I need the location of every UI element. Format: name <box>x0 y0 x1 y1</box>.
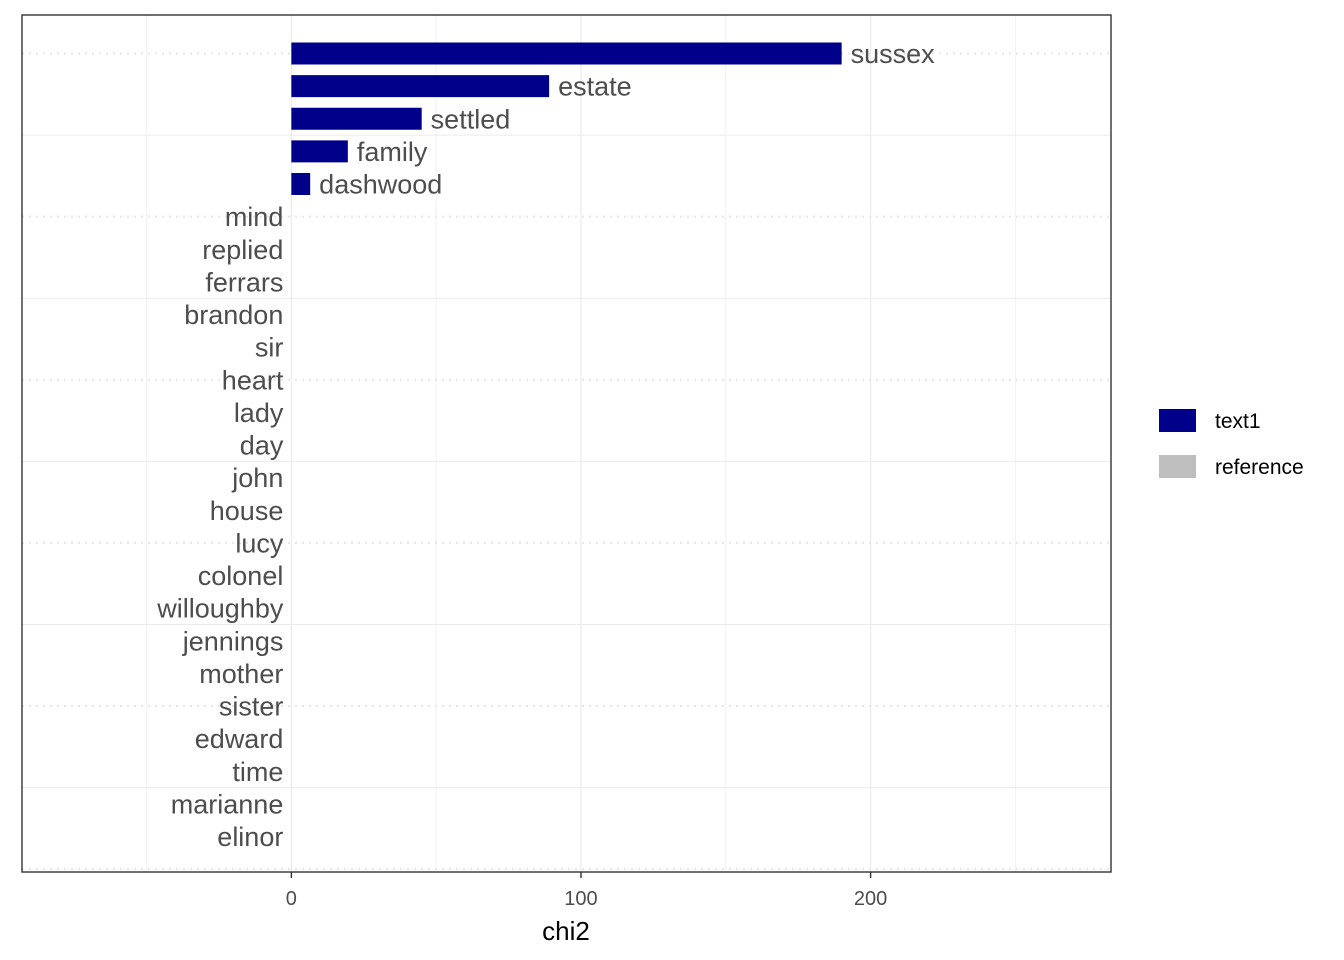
grid <box>22 15 1111 872</box>
bars <box>291 42 842 195</box>
legend: text1 reference <box>1159 409 1304 479</box>
legend-key-reference <box>1159 455 1196 478</box>
word-label-family: family <box>357 137 428 167</box>
word-label-replied: replied <box>202 235 283 265</box>
word-label-elinor: elinor <box>217 822 283 852</box>
word-label-ferrars: ferrars <box>205 267 283 297</box>
word-label-estate: estate <box>558 72 632 102</box>
word-label-lady: lady <box>234 398 284 428</box>
word-label-marianne: marianne <box>171 789 284 819</box>
word-label-mind: mind <box>225 202 284 232</box>
word-label-dashwood: dashwood <box>319 170 442 200</box>
bar-sussex <box>291 42 842 65</box>
plot-border <box>21 14 1112 873</box>
word-label-heart: heart <box>222 365 284 395</box>
legend-key-text1 <box>1159 409 1196 432</box>
x-axis-title: chi2 <box>542 916 590 946</box>
word-label-john: john <box>231 463 283 493</box>
x-axis: 0 100 200 <box>286 872 887 910</box>
word-label-sister: sister <box>219 692 284 722</box>
word-label-brandon: brandon <box>184 300 283 330</box>
word-label-willoughby: willoughby <box>156 594 284 624</box>
word-label-colonel: colonel <box>198 561 284 591</box>
word-label-jennings: jennings <box>182 626 284 656</box>
word-label-settled: settled <box>431 104 511 134</box>
x-tick-label: 200 <box>854 888 887 910</box>
bar-family <box>291 140 348 163</box>
legend-label-text1: text1 <box>1215 410 1261 433</box>
bar-dashwood <box>291 173 311 195</box>
x-tick-label: 0 <box>286 888 297 910</box>
word-label-sussex: sussex <box>851 39 936 69</box>
word-label-edward: edward <box>195 724 284 754</box>
word-label-time: time <box>232 757 283 787</box>
bar-estate <box>291 75 550 98</box>
word-label-sir: sir <box>255 333 284 363</box>
legend-label-reference: reference <box>1215 456 1304 479</box>
word-label-lucy: lucy <box>235 528 284 558</box>
word-label-house: house <box>210 496 284 526</box>
x-tick-label: 100 <box>564 888 597 910</box>
word-label-mother: mother <box>199 659 283 689</box>
word-label-day: day <box>240 431 284 461</box>
bar-settled <box>291 107 422 130</box>
